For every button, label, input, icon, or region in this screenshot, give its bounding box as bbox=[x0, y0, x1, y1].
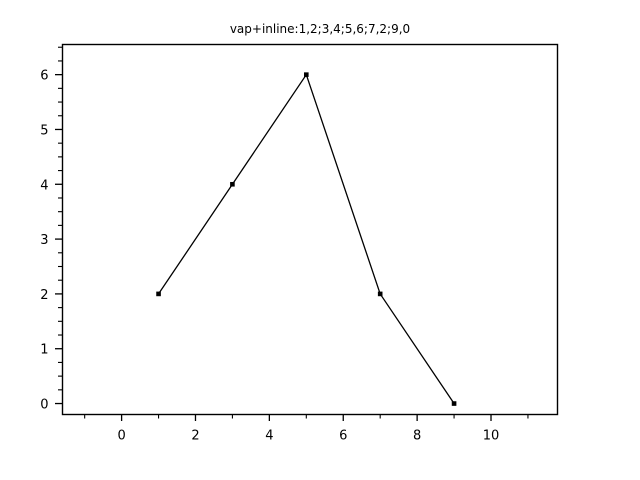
x-tick-label: 2 bbox=[191, 429, 199, 444]
y-tick-label: 1 bbox=[40, 343, 48, 358]
x-axis-ticks bbox=[84, 414, 529, 421]
data-series-line bbox=[158, 73, 455, 404]
y-tick-label: 6 bbox=[40, 69, 48, 84]
y-tick-label: 2 bbox=[40, 288, 48, 303]
x-tick-label: 4 bbox=[265, 429, 273, 444]
y-tick-label: 5 bbox=[40, 123, 48, 138]
data-point-markers bbox=[156, 72, 457, 406]
y-axis-tick-labels: 0 1 2 3 4 5 6 bbox=[40, 69, 48, 413]
x-tick-label: 0 bbox=[117, 429, 125, 444]
y-tick-label: 0 bbox=[40, 398, 48, 413]
y-tick-label: 3 bbox=[40, 233, 48, 248]
axes-frame bbox=[61, 43, 559, 416]
y-tick-label: 4 bbox=[40, 178, 48, 193]
x-tick-label: 10 bbox=[483, 429, 500, 444]
x-axis-tick-labels: 0 2 4 6 8 10 bbox=[117, 429, 499, 444]
x-tick-label: 6 bbox=[339, 429, 347, 444]
x-tick-label: 8 bbox=[413, 429, 421, 444]
chart-title: vap+inline:1,2;3,4;5,6;7,2;9,0 bbox=[229, 22, 411, 36]
y-axis-ticks bbox=[55, 46, 63, 405]
